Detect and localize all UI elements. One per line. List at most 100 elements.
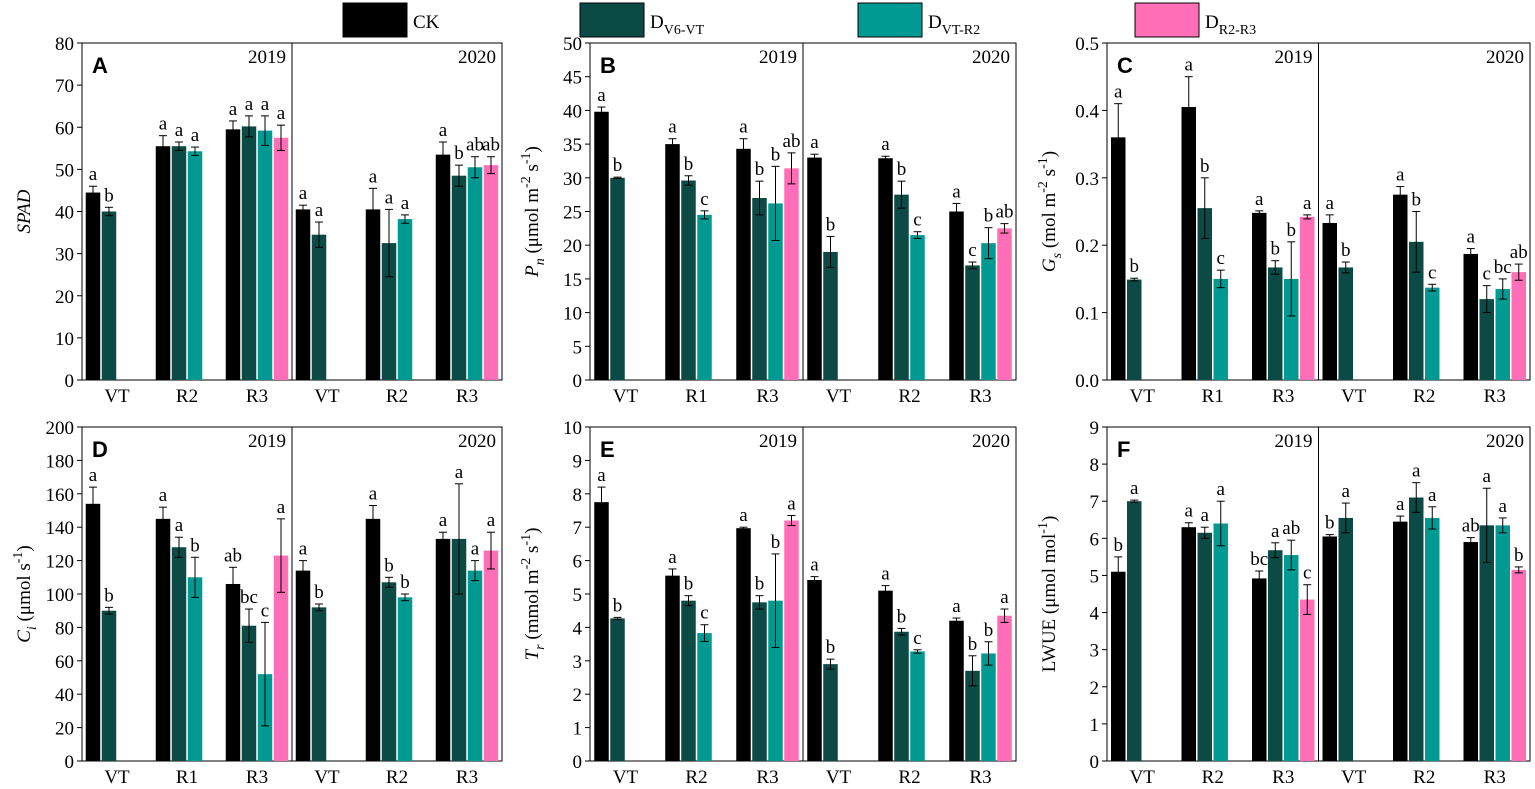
significance-letter: a [1271, 521, 1280, 542]
y-tick-label: 4 [1090, 604, 1100, 625]
year-label: 2020 [1486, 431, 1524, 452]
significance-letter: b [104, 185, 114, 206]
bar [483, 165, 499, 380]
y-axis-label: Tr (mmol m-2 s-1) [519, 528, 548, 661]
significance-letter: a [952, 596, 961, 617]
error-bar [1114, 556, 1123, 588]
x-tick-label: R3 [1272, 386, 1294, 407]
significance-letter: a [487, 510, 496, 531]
bar [435, 538, 451, 761]
significance-letter: ab [783, 131, 801, 152]
error-bar [1114, 103, 1123, 172]
bar [397, 597, 413, 761]
significance-letter: ab [224, 545, 242, 566]
bar [736, 148, 751, 380]
error-bar [668, 138, 677, 150]
significance-letter: a [739, 117, 748, 138]
y-tick-label: 30 [55, 245, 74, 266]
error-bar [881, 585, 890, 597]
significance-letter: c [1483, 264, 1491, 285]
y-tick-label: 0 [65, 371, 75, 392]
bar [101, 211, 117, 380]
error-bar [1287, 539, 1296, 571]
bar [1300, 599, 1315, 761]
y-tick-label: 9 [573, 451, 583, 472]
error-bar [810, 153, 819, 162]
x-tick-label: VT [1341, 767, 1367, 788]
panel-letter: F [1117, 437, 1130, 462]
significance-letter: a [1000, 587, 1009, 608]
error-bar [968, 261, 977, 270]
significance-letter: b [1287, 220, 1297, 241]
error-bar [1341, 261, 1350, 274]
significance-letter: b [400, 572, 410, 593]
error-bar [952, 202, 961, 221]
significance-letter: bc [1494, 257, 1512, 278]
x-tick-label: R2 [176, 386, 198, 407]
y-tick-label: 7 [573, 518, 583, 539]
x-tick-label: VT [314, 767, 340, 788]
bar [768, 203, 783, 380]
error-bar [1482, 285, 1491, 314]
error-bar [1200, 526, 1209, 539]
x-tick-label: R3 [969, 767, 991, 788]
error-bar [739, 526, 748, 530]
significance-letter: b [1271, 239, 1281, 260]
text-part: i [25, 626, 40, 630]
significance-letter: a [952, 181, 961, 202]
error-bar [229, 566, 237, 602]
text-part: n [533, 258, 548, 265]
bar [697, 214, 712, 380]
year-label: 2020 [1486, 47, 1524, 68]
error-bar [401, 214, 409, 224]
y-tick-label: 5 [573, 585, 583, 606]
error-bar [1428, 506, 1437, 530]
significance-letter: ab [466, 135, 484, 156]
error-bar [191, 556, 199, 598]
error-bar [810, 576, 819, 584]
y-tick-label: 60 [55, 118, 74, 139]
bar [187, 577, 203, 761]
y-tick-label: 20 [55, 287, 74, 308]
bar [295, 570, 311, 761]
error-bar [1000, 223, 1009, 234]
significance-letter: a [739, 505, 748, 526]
bar [101, 610, 117, 761]
text-part: -1 [11, 552, 26, 564]
error-bar [277, 518, 285, 593]
bar [997, 615, 1012, 761]
error-bar [1303, 584, 1312, 615]
error-bar [739, 138, 748, 160]
x-tick-label: VT [826, 386, 852, 407]
x-tick-label: R3 [456, 767, 478, 788]
text-part: -2 [519, 558, 534, 570]
bar [665, 575, 680, 761]
error-bar [487, 531, 495, 570]
panel-letter: B [600, 53, 616, 78]
y-axis-label: Gs (mol m-2 s-1) [1036, 151, 1065, 272]
significance-letter: a [1326, 193, 1335, 214]
panel-letter: C [1117, 53, 1133, 78]
significance-letter: a [1201, 505, 1210, 526]
bar [295, 209, 311, 380]
text-part: -2 [519, 176, 534, 188]
y-axis-label: Ci (μmol s-1) [11, 545, 40, 643]
significance-letter: a [597, 85, 606, 106]
error-bar [455, 483, 463, 595]
panel-letter: E [600, 437, 615, 462]
bar [1181, 107, 1196, 380]
error-bar [700, 624, 709, 642]
error-bar [913, 231, 922, 239]
significance-letter: b [771, 532, 781, 553]
y-tick-label: 0.0 [1075, 371, 1099, 392]
significance-letter: b [984, 620, 994, 641]
text-part: s [1039, 169, 1060, 181]
error-bar [1200, 177, 1209, 239]
y-tick-label: 40 [563, 101, 582, 122]
error-bar [968, 655, 977, 687]
significance-letter: b [1130, 256, 1140, 277]
significance-letter: a [175, 120, 184, 141]
bar [1284, 555, 1299, 761]
significance-letter: a [1467, 227, 1476, 248]
error-bar [471, 156, 479, 179]
